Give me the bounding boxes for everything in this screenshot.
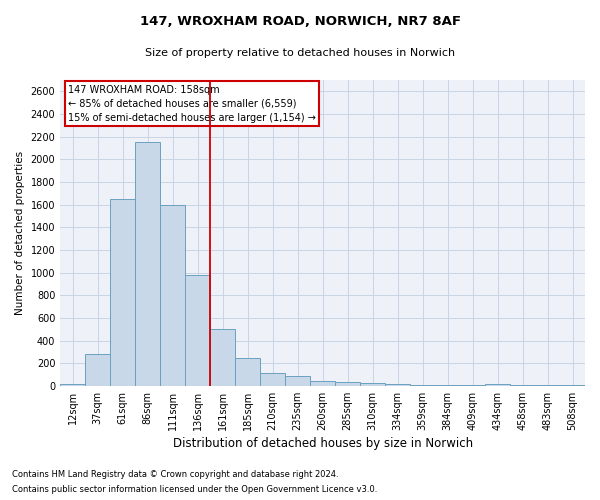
Bar <box>135 142 160 386</box>
Bar <box>310 382 335 386</box>
Text: Size of property relative to detached houses in Norwich: Size of property relative to detached ho… <box>145 48 455 58</box>
Y-axis label: Number of detached properties: Number of detached properties <box>15 151 25 315</box>
Bar <box>85 354 110 386</box>
Bar <box>60 384 85 386</box>
Bar <box>285 376 310 386</box>
Bar <box>335 382 360 386</box>
Bar <box>410 384 435 386</box>
Bar <box>360 383 385 386</box>
Bar <box>110 199 135 386</box>
Bar <box>160 204 185 386</box>
Text: 147, WROXHAM ROAD, NORWICH, NR7 8AF: 147, WROXHAM ROAD, NORWICH, NR7 8AF <box>139 15 461 28</box>
Text: 147 WROXHAM ROAD: 158sqm
← 85% of detached houses are smaller (6,559)
15% of sem: 147 WROXHAM ROAD: 158sqm ← 85% of detach… <box>68 84 316 122</box>
Bar <box>185 275 210 386</box>
Bar <box>210 329 235 386</box>
Bar <box>435 385 460 386</box>
Text: Contains public sector information licensed under the Open Government Licence v3: Contains public sector information licen… <box>12 485 377 494</box>
Bar <box>260 373 285 386</box>
Bar <box>385 384 410 386</box>
X-axis label: Distribution of detached houses by size in Norwich: Distribution of detached houses by size … <box>173 437 473 450</box>
Bar <box>235 358 260 386</box>
Bar <box>485 384 510 386</box>
Text: Contains HM Land Registry data © Crown copyright and database right 2024.: Contains HM Land Registry data © Crown c… <box>12 470 338 479</box>
